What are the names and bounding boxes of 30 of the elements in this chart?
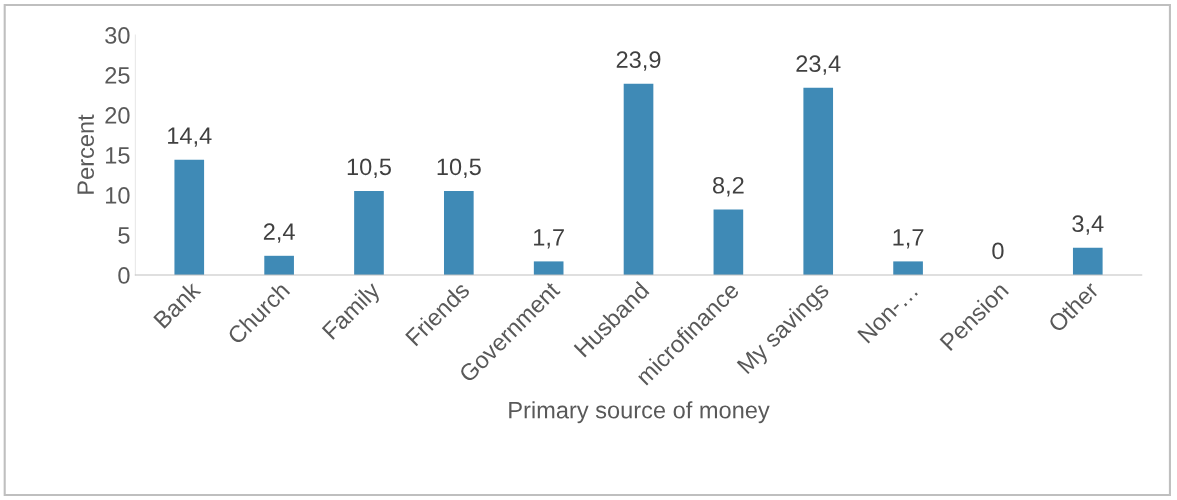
data-label: 8,2	[712, 176, 744, 197]
bar	[174, 159, 205, 275]
data-label: 14,4	[168, 127, 212, 147]
data-label: 1,7	[534, 229, 564, 249]
y-tick-label: 10	[106, 187, 130, 204]
y-tick-label: 30	[105, 27, 130, 44]
bar	[443, 191, 474, 275]
bar	[354, 191, 384, 275]
x-axis-title: Primary source of money	[509, 401, 770, 424]
data-label: 1,7	[893, 229, 924, 249]
data-label: 23,9	[616, 51, 661, 71]
y-axis-title: Percent	[77, 114, 95, 194]
bar	[264, 255, 294, 275]
bar	[803, 87, 834, 275]
bar	[1072, 247, 1103, 275]
y-tick-label: 15	[106, 147, 130, 164]
bar	[713, 209, 744, 275]
y-tick-label: 20	[105, 107, 130, 124]
data-label: 10,5	[347, 158, 391, 179]
data-label: 10,5	[437, 158, 481, 179]
bar	[893, 261, 923, 275]
y-tick-label: 5	[118, 227, 130, 244]
data-label: 0	[992, 242, 1004, 260]
y-tick-label: 0	[118, 267, 130, 284]
data-label: 23,4	[796, 55, 841, 75]
bar	[623, 83, 654, 275]
data-label: 3,4	[1072, 215, 1104, 235]
y-tick-label: 25	[105, 67, 130, 84]
data-label: 2,4	[263, 223, 295, 243]
bar	[533, 261, 564, 275]
